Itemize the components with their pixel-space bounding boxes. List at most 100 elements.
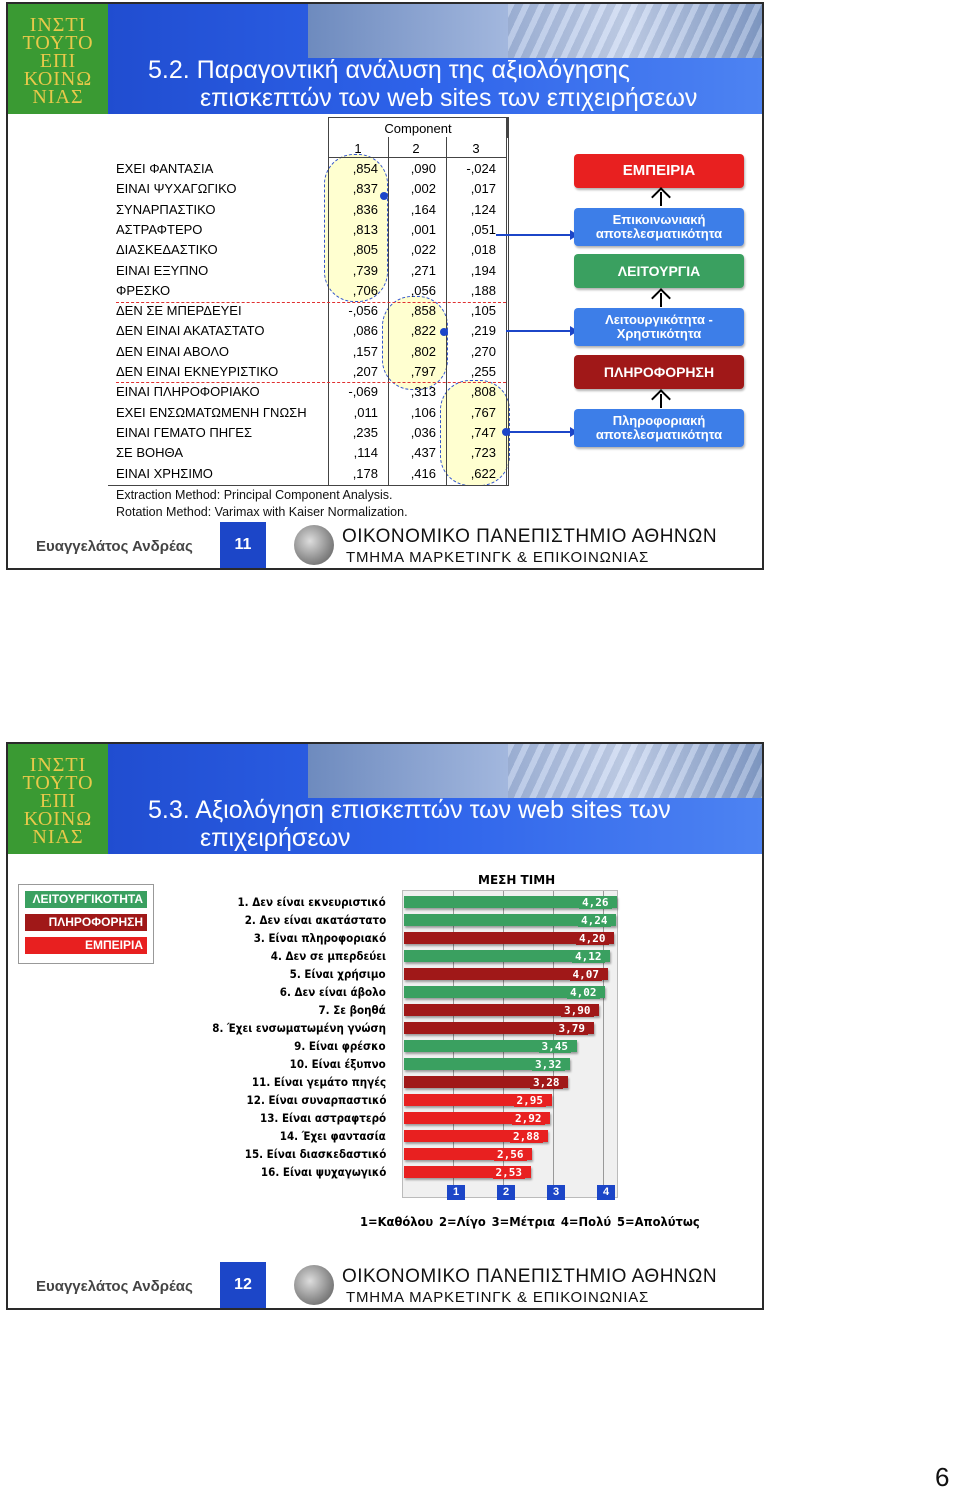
row-label: ΕΙΝΑΙ ΓΕΜΑΤΟ ΠΗΓΕΣ [116,424,253,440]
header-image [308,4,762,58]
loading-3: ,018 [470,242,496,258]
loading-2: ,106 [410,404,436,420]
row-label: ΕΙΝΑΙ ΧΡΗΣΙΜΟ [116,465,213,481]
legend-information: ΠΛΗΡΟΦΟΡΗΣΗ [25,914,147,931]
component-header: Component [328,117,508,138]
table-row: ΦΡΕΣΚΟ ,706 ,056 ,188 [108,281,508,301]
table-row: ΔΕΝ ΕΙΝΑΙ ΑΒΟΛΟ ,157 ,802 ,270 [108,342,508,362]
loading-3: ,767 [470,404,496,420]
loading-3: ,188 [470,282,496,298]
university-name: ΟΙΚΟΝΟΜΙΚΟ ΠΑΝΕΠΙΣΤΗΜΙΟ ΑΘΗΝΩΝ [342,1266,718,1287]
data-label: 4,12 [572,950,605,963]
loading-2: ,271 [410,262,436,278]
loading-3: ,051 [470,221,496,237]
data-label: 4,24 [578,914,611,927]
bar [404,932,614,944]
category-label: 4. Δεν σε μπερδεύει [270,949,386,963]
slide-header: ΙΝΣΤΙ ΤΟΥΤΟ ΕΠΙ ΚΟΙΝΩ ΝΙΑΣ 5.2. Παραγοντ… [8,4,762,114]
loading-1: ,178 [352,465,378,481]
category-label: 11. Είναι γεμάτο πηγές [251,1075,386,1089]
row-label: ΕΧΕΙ ΕΝΣΩΜΑΤΩΜΕΝΗ ΓΝΩΣΗ [116,404,307,420]
loading-1: ,157 [352,343,378,359]
loading-1: ,805 [352,242,378,258]
loading-3: ,017 [470,181,496,197]
table-row: ΕΙΝΑΙ ΠΛΗΡΟΦΟΡΙΑΚΟ -,069 ,313 ,808 [108,382,508,402]
function-box: ΛΕΙΤΟΥΡΓΙΑ [574,254,744,288]
information-box: ΠΛΗΡΟΦΟΡΗΣΗ [574,355,744,389]
row-label: ΕΙΝΑΙ ΨΥΧΑΓΩΓΙΚΟ [116,181,237,197]
component-1-highlight [324,154,388,302]
loading-1: ,706 [352,282,378,298]
loading-2: ,802 [410,343,436,359]
loading-3: ,808 [470,384,496,400]
information-effectiveness-box: Πληροφοριακή αποτελεσματικότητα [574,409,744,447]
row-label: ΔΙΑΣΚΕΔΑΣΤΙΚΟ [116,242,218,258]
component-2-highlight [382,296,448,390]
bar [404,1058,570,1070]
loading-3: ,270 [470,343,496,359]
table-row: ΣΕ ΒΟΗΘΑ ,114 ,437 ,723 [108,443,508,463]
footer-author: Ευαγγελάτος Ανδρέας [36,1278,193,1295]
category-label: 3. Είναι πληροφοριακό [253,931,386,945]
slide-header: ΙΝΣΤΙ ΤΟΥΤΟ ΕΠΙ ΚΟΙΝΩ ΝΙΑΣ 5.3. Αξιολόγη… [8,744,762,854]
loading-2: ,090 [410,161,436,176]
row-label: ΔΕΝ ΕΙΝΑΙ ΑΒΟΛΟ [116,343,229,359]
data-label: 2,88 [510,1130,543,1143]
slide-title: 5.2. Παραγοντική ανάλυση της αξιολόγησης… [148,56,698,112]
row-label: ΣΕ ΒΟΗΘΑ [116,445,184,461]
bar [404,1004,599,1016]
chart-title: ΜΕΣΗ ΤΙΜΗ [478,873,556,887]
row-label: ΔΕΝ ΕΙΝΑΙ ΑΚΑΤΑΣΤΑΤΟ [116,323,265,339]
loading-1: ,207 [352,364,378,379]
slide-footer: Ευαγγελάτος Ανδρέας 11 ΟΙΚΟΝΟΜΙΚΟ ΠΑΝΕΠΙ… [8,522,762,568]
category-label: 14. Έχει φαντασία [280,1129,386,1143]
bar [404,986,605,998]
rotation-note: Rotation Method: Varimax with Kaiser Nor… [116,505,408,519]
row-label: ΣΥΝΑΡΠΑΣΤΙΚΟ [116,201,216,217]
category-label: 6. Δεν είναι άβολο [279,985,386,999]
table-row: ΔΕΝ ΕΙΝΑΙ ΕΚΝΕΥΡΙΣΤΙΚΟ ,207 ,797 ,255 [108,362,508,382]
header-image [308,744,762,798]
bar [404,896,617,908]
data-label: 4,26 [579,896,612,909]
row-label: ΔΕΝ ΣΕ ΜΠΕΡΔΕΥΕΙ [116,303,242,319]
category-label: 8. Έχει ενσωματωμένη γνώση [212,1021,386,1035]
page-number: 6 [935,1462,950,1492]
communication-effectiveness-box: Επικοινωνιακή αποτελεσματικότητα [574,208,744,246]
loading-2: ,036 [410,424,436,440]
institute-logo: ΙΝΣΤΙ ΤΟΥΤΟ ΕΠΙ ΚΟΙΝΩ ΝΙΑΣ [8,4,108,114]
loading-3: ,723 [470,445,496,461]
slide-title: 5.3. Αξιολόγηση επισκεπτών των web sites… [148,796,671,852]
category-label: 12. Είναι συναρπαστικό [246,1093,386,1107]
table-row: ΕΧΕΙ ΕΝΣΩΜΑΤΩΜΕΝΗ ΓΝΩΣΗ ,011 ,106 ,767 [108,403,508,423]
university-name: ΟΙΚΟΝΟΜΙΚΟ ΠΑΝΕΠΙΣΤΗΜΙΟ ΑΘΗΝΩΝ [342,526,718,547]
color-legend: ΛΕΙΤΟΥΡΓΙΚΟΤΗΤΑ ΠΛΗΡΟΦΟΡΗΣΗ ΕΜΠΕΙΡΙΑ [18,884,154,964]
table-row: ΔΙΑΣΚΕΔΑΣΤΙΚΟ ,805 ,022 ,018 [108,240,508,260]
loading-2: ,002 [410,181,436,197]
category-label: 5. Είναι χρήσιμο [290,967,386,981]
university-seal-icon [294,1265,334,1305]
loading-3: ,194 [470,262,496,278]
slide-12: ΙΝΣΤΙ ΤΟΥΤΟ ΕΠΙ ΚΟΙΝΩ ΝΙΑΣ 5.3. Αξιολόγη… [6,742,764,1310]
x-tick-label: 2 [497,1185,515,1200]
category-label: 1. Δεν είναι εκνευριστικό [237,895,386,909]
bar [404,1076,568,1088]
loading-1: -,069 [348,384,378,400]
slide-11: ΙΝΣΤΙ ΤΟΥΤΟ ΕΠΙ ΚΟΙΝΩ ΝΙΑΣ 5.2. Παραγοντ… [6,2,764,570]
row-label: ΑΣΤΡΑΦΤΕΡΟ [116,221,203,237]
loading-3: ,105 [470,303,496,319]
row-label: ΕΧΕΙ ΦΑΝΤΑΣΙΑ [116,161,214,176]
loading-1: ,836 [352,201,378,217]
loading-1: ,837 [352,181,378,197]
table-row: ΔΕΝ ΕΙΝΑΙ ΑΚΑΤΑΣΤΑΤΟ ,086 ,822 ,219 [108,321,508,341]
table-row: ΕΧΕΙ ΦΑΝΤΑΣΙΑ ,854 ,090 -,024 [108,159,508,179]
category-label: 9. Είναι φρέσκο [294,1039,386,1053]
loading-1: -,056 [348,303,378,319]
footer-author: Ευαγγελάτος Ανδρέας [36,538,193,555]
category-label: 7. Σε βοηθά [318,1003,386,1017]
category-label: 10. Είναι έξυπνο [289,1057,386,1071]
loading-3: ,219 [470,323,496,339]
loading-2: ,022 [410,242,436,258]
loading-2: ,858 [410,303,436,319]
bar [404,950,610,962]
